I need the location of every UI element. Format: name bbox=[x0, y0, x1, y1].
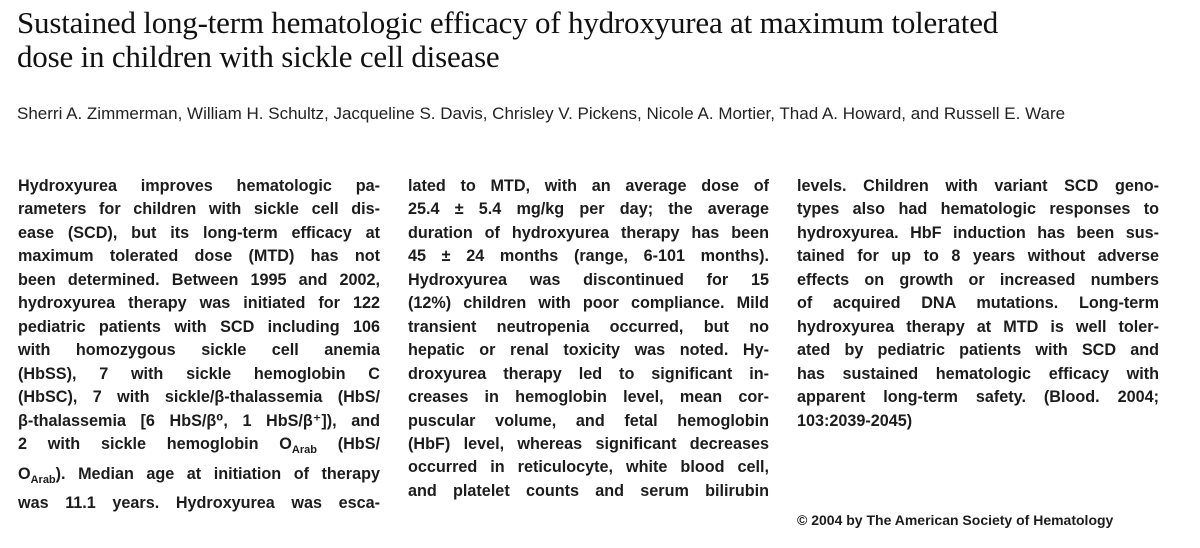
abstract-column-1: Hydroxyurea improves hematologic pa- ram… bbox=[18, 175, 380, 545]
subscript-arab: Arab bbox=[291, 444, 317, 457]
abstract-line: of acquired DNA mutations. Long-term bbox=[797, 294, 1159, 313]
abstract-line: pediatric patients with SCD including 10… bbox=[18, 317, 380, 336]
abstract-text: ). Median age at initiation of therapy bbox=[55, 464, 380, 483]
abstract-line: with homozygous sickle cell anemia bbox=[18, 341, 380, 360]
abstract-line: transient neutropenia occurred, but no bbox=[408, 317, 769, 336]
abstract-line-with-subscript: 2 with sickle hemoglobin OArab (HbS/ bbox=[18, 433, 380, 463]
article-title-line-2: dose in children with sickle cell diseas… bbox=[17, 39, 500, 74]
abstract-line: occurred in reticulocyte, white blood ce… bbox=[408, 458, 769, 477]
subscript-arab: Arab bbox=[30, 473, 56, 486]
abstract-line: was 11.1 years. Hydroxyurea was esca- bbox=[18, 494, 380, 513]
abstract-line: β-thalassemia [6 HbS/β⁰, 1 HbS/β⁺]), and bbox=[18, 411, 380, 430]
abstract-line: droxyurea therapy led to significant in- bbox=[408, 364, 769, 383]
abstract-line: hydroxyurea. HbF induction has been sus- bbox=[797, 223, 1159, 242]
abstract-line: ated by pediatric patients with SCD and bbox=[797, 341, 1159, 360]
abstract-line: (12%) children with poor compliance. Mil… bbox=[408, 294, 769, 313]
abstract-line: (HbSC), 7 with sickle/β-thalassemia (HbS… bbox=[18, 388, 380, 407]
abstract-line: types also had hematologic responses to bbox=[797, 200, 1159, 219]
abstract-line: (HbSS), 7 with sickle hemoglobin C bbox=[18, 364, 380, 383]
abstract-line: hydroxyurea therapy was initiated for 12… bbox=[18, 294, 380, 313]
article-title-line-1: Sustained long-term hematologic efficacy… bbox=[17, 5, 999, 40]
abstract-line: and platelet counts and serum bilirubin bbox=[408, 481, 769, 500]
abstract-line: effects on growth or increased numbers bbox=[797, 270, 1159, 289]
abstract-line: puscular volume, and fetal hemoglobin bbox=[408, 411, 769, 430]
abstract-line: been determined. Between 1995 and 2002, bbox=[18, 270, 380, 289]
abstract-line: levels. Children with variant SCD geno- bbox=[797, 177, 1159, 195]
abstract-line-with-subscript: OArab). Median age at initiation of ther… bbox=[18, 463, 380, 493]
abstract-line: rameters for children with sickle cell d… bbox=[18, 200, 380, 219]
article-title: Sustained long-term hematologic efficacy… bbox=[17, 6, 1187, 74]
abstract-text: 2 with sickle hemoglobin O bbox=[18, 434, 292, 453]
abstract-line: (HbF) level, whereas significant decreas… bbox=[408, 434, 769, 453]
abstract-line: lated to MTD, with an average dose of bbox=[408, 177, 769, 195]
abstract-line: hepatic or renal toxicity was noted. Hy- bbox=[408, 341, 769, 360]
abstract-line: ease (SCD), but its long-term efficacy a… bbox=[18, 223, 380, 242]
copyright-notice: © 2004 by The American Society of Hemato… bbox=[797, 512, 1114, 528]
abstract-line: 103:2039-2045) bbox=[797, 411, 913, 430]
abstract-text: (HbS/ bbox=[316, 434, 380, 453]
abstract-column-3: levels. Children with variant SCD geno- … bbox=[797, 175, 1159, 545]
abstract-line: 25.4 ± 5.4 mg/kg per day; the average bbox=[408, 200, 769, 219]
abstract-line: Hydroxyurea improves hematologic pa- bbox=[18, 177, 380, 195]
abstract-line: has sustained hematologic efficacy with bbox=[797, 364, 1159, 383]
abstract-line: 45 ± 24 months (range, 6-101 months). bbox=[408, 247, 769, 266]
abstract-line: maximum tolerated dose (MTD) has not bbox=[18, 247, 380, 266]
author-list: Sherri A. Zimmerman, William H. Schultz,… bbox=[17, 104, 1066, 123]
abstract-line: Hydroxyurea was discontinued for 15 bbox=[408, 270, 769, 289]
abstract-text: O bbox=[18, 464, 31, 483]
abstract-line: duration of hydroxyurea therapy has been bbox=[408, 223, 769, 242]
abstract-line: tained for up to 8 years without adverse bbox=[797, 247, 1159, 266]
abstract-line: apparent long-term safety. (Blood. 2004; bbox=[797, 388, 1159, 407]
abstract-line: hydroxyurea therapy at MTD is well toler… bbox=[797, 317, 1159, 336]
abstract-column-2: lated to MTD, with an average dose of 25… bbox=[408, 175, 769, 545]
abstract-line: creases in hemoglobin level, mean cor- bbox=[408, 388, 769, 407]
